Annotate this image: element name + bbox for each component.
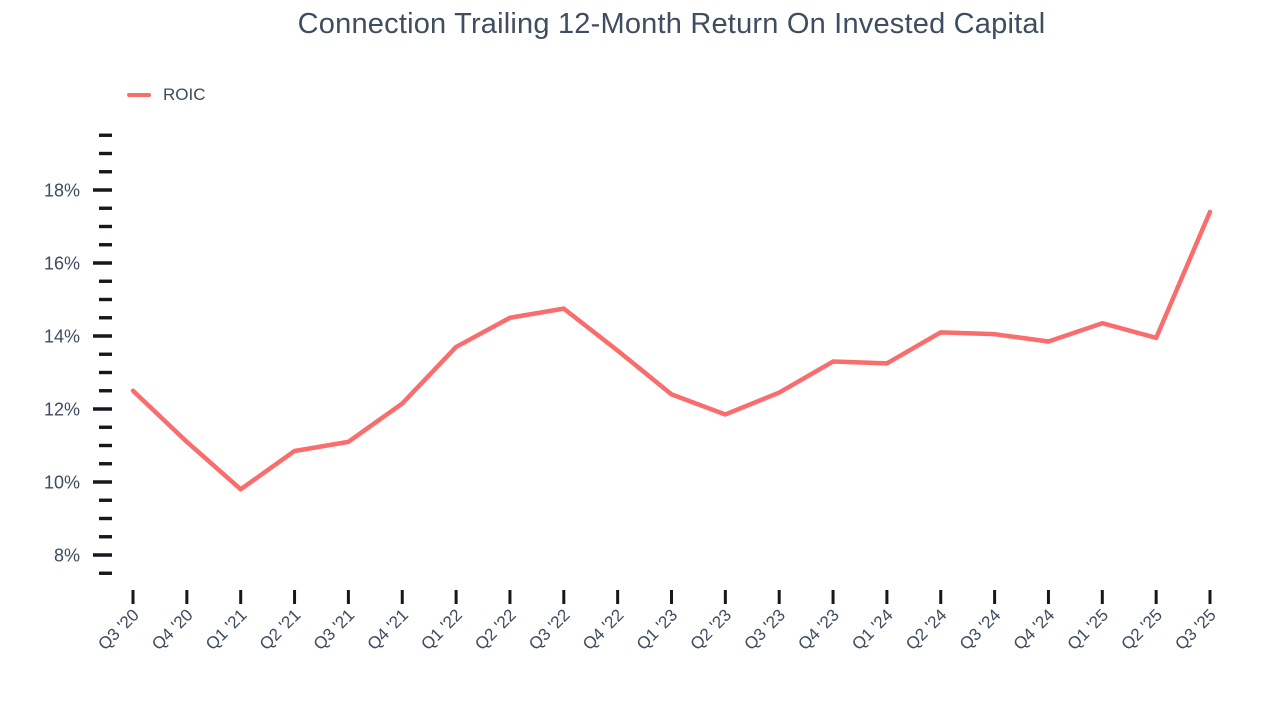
y-axis-label: 18% (44, 181, 80, 201)
x-axis-label: Q4 '23 (794, 605, 842, 653)
x-axis-label: Q1 '25 (1064, 605, 1112, 653)
x-axis-label: Q4 '21 (364, 605, 412, 653)
x-axis-label: Q3 '23 (741, 605, 789, 653)
x-axis-label: Q2 '24 (902, 605, 950, 653)
x-axis-label: Q1 '24 (848, 605, 896, 653)
y-axis-label: 10% (44, 473, 80, 493)
x-axis-label: Q2 '23 (687, 605, 735, 653)
y-axis-label: 8% (54, 546, 80, 566)
x-axis-label: Q2 '21 (256, 605, 304, 653)
x-axis-label: Q3 '20 (94, 605, 142, 653)
x-axis-label: Q3 '24 (956, 605, 1004, 653)
x-axis-label: Q1 '23 (633, 605, 681, 653)
x-axis-label: Q4 '24 (1010, 605, 1058, 653)
x-axis-label: Q4 '20 (148, 605, 196, 653)
legend-label-roic: ROIC (163, 85, 206, 104)
x-axis-label: Q1 '22 (417, 605, 465, 653)
y-axis-label: 16% (44, 254, 80, 274)
roic-line (130, 209, 1213, 492)
x-axis-label: Q2 '22 (471, 605, 519, 653)
x-axis-label: Q3 '21 (310, 605, 358, 653)
y-axis-label: 14% (44, 327, 80, 347)
x-axis-label: Q3 '22 (525, 605, 573, 653)
x-axis-label: Q4 '22 (579, 605, 627, 653)
x-axis-label: Q2 '25 (1117, 605, 1165, 653)
roic-series-swatch (127, 92, 151, 98)
x-axis-label: Q3 '25 (1171, 605, 1219, 653)
x-axis-label: Q1 '21 (202, 605, 250, 653)
y-axis-label: 12% (44, 400, 80, 420)
legend: ROIC (127, 85, 206, 105)
chart-title: Connection Trailing 12-Month Return On I… (297, 8, 1046, 40)
